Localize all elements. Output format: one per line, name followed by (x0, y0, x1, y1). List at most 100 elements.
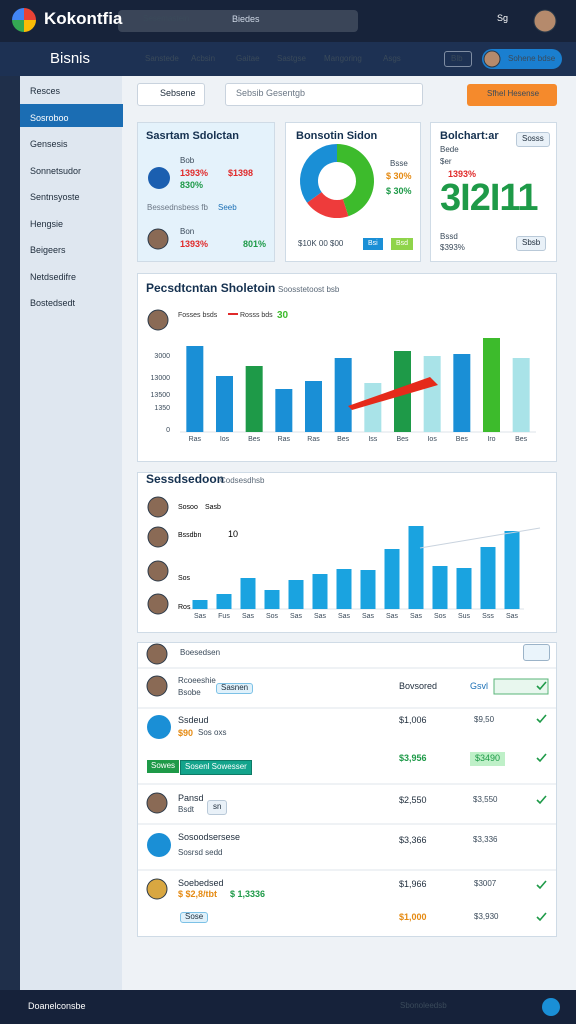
card-text[interactable]: Sbsb (516, 236, 547, 251)
card-text: Sasrtam Sdolctan (146, 130, 239, 142)
footer (0, 990, 576, 1024)
cell: $1,000 (399, 912, 427, 922)
nav-title: Bisnis (50, 50, 91, 67)
filter-input[interactable] (137, 83, 205, 106)
card-text: $10K 00 $00 (298, 239, 344, 248)
card-text: $ 30% (386, 171, 412, 181)
card-text: Bon (180, 227, 195, 236)
cell: Soebedsed (178, 878, 224, 888)
cell: Bsobe (178, 688, 201, 697)
logo-icon (12, 8, 36, 32)
search-box[interactable] (118, 10, 358, 32)
card-text: Bede (440, 145, 459, 154)
nav-item: Mangoring (324, 54, 362, 63)
cell: Sos oxs (198, 728, 227, 737)
chart-card (137, 472, 557, 633)
cell: $3,550 (473, 795, 498, 804)
cell: Rcoeeshie (178, 676, 216, 685)
card-text: Bolchart:ar (440, 130, 499, 142)
cell[interactable]: Sose (180, 912, 209, 923)
cell: $3,956 (399, 753, 427, 763)
sidebar-item: Bostedsedt (30, 298, 76, 308)
card-text: Bssd (440, 232, 458, 241)
sidebar-item: Gensesis (30, 139, 68, 149)
card-text: 801% (243, 239, 267, 249)
table-header: Boesedsen (180, 648, 221, 657)
cell: Sosoodsersese (178, 832, 241, 842)
app-name: Kokontfia (44, 9, 123, 28)
sidebar-item: Netdsedifre (30, 271, 77, 282)
profile-label: Sohene bdse (508, 54, 556, 63)
cell[interactable]: $3490 (470, 752, 506, 766)
sidebar-item: Beigeers (30, 245, 66, 255)
search-input[interactable] (225, 83, 423, 106)
filter-text: Sebsene (160, 88, 196, 98)
cell: Bovsored (399, 681, 438, 691)
cell: $1,006 (399, 715, 427, 725)
cell[interactable]: sn (207, 800, 228, 815)
cell: Gsvl (470, 681, 488, 691)
card-text: Seeb (218, 203, 237, 212)
nav-button[interactable] (444, 51, 472, 67)
cell: Bsdt (178, 805, 195, 814)
cell: $90 (178, 728, 194, 738)
cell[interactable]: Sosenl Sowesser (180, 760, 252, 775)
card-text: $er (440, 157, 452, 166)
nav-item: Acbsin (191, 54, 216, 63)
action-label: Sfhel Hesense (487, 89, 540, 98)
card-text: Bob (180, 156, 195, 165)
cell: $9,50 (474, 715, 495, 724)
sidebar (20, 76, 122, 990)
card-text[interactable]: Bsi (363, 238, 383, 250)
cell: $3,930 (474, 912, 499, 921)
nav-item: Gaitae (236, 54, 260, 63)
sidebar-item: Sonnetsudor (30, 165, 82, 176)
user-label: Sg (497, 13, 509, 23)
card-text: 1393% (180, 239, 209, 249)
search-placeholder: Sesemastein (143, 14, 190, 23)
cell: $ $2,8/tbt (178, 889, 218, 899)
chart-card (137, 273, 557, 462)
cell: $3,366 (399, 835, 427, 845)
card-text: Bessednsbess fb (147, 203, 208, 212)
card-text: $393% (440, 243, 465, 252)
cell: Pansd (178, 793, 204, 803)
footer-brand: Doanelconsbe (28, 1001, 86, 1011)
search-tag: Biedes (232, 14, 260, 24)
cell: $ 1,3336 (230, 889, 266, 899)
cell: $3007 (474, 879, 497, 888)
sidebar-item: Hengsie (30, 218, 64, 229)
sidebar-strip (0, 76, 20, 990)
sidebar-item: Sentnsyoste (30, 192, 80, 202)
card-text: 830% (180, 180, 204, 190)
profile-button[interactable] (482, 49, 562, 69)
dropdown[interactable] (523, 644, 550, 661)
search-text: Sebsib Gesentgb (236, 88, 306, 98)
nav-item: Sanstede (145, 54, 179, 63)
card-text: Bonsotin Sidon (296, 130, 378, 142)
card-text[interactable]: Sosss (516, 132, 550, 147)
cell: $3,336 (473, 835, 498, 844)
card-text: Bsse (390, 159, 408, 168)
cell[interactable]: Sasnen (216, 683, 254, 694)
cell: $1,966 (399, 879, 427, 889)
footer-status: Sbonoleedsb (400, 1001, 447, 1010)
nav-bar (0, 42, 576, 76)
card-text: $1398 (228, 168, 254, 178)
card-text: 1393% (448, 169, 477, 179)
nav-item: Asgs (383, 54, 401, 63)
card-text: $ 30% (386, 186, 412, 196)
sidebar-item: Sosroboo (30, 112, 69, 123)
card-text[interactable]: Bsd (391, 238, 414, 250)
sidebar-item: Resces (30, 86, 61, 96)
cell: Ssdeud (178, 715, 209, 725)
action-button[interactable] (467, 84, 557, 106)
nav-button-label: Blb (451, 54, 463, 63)
cell: Sosrsd sedd (178, 848, 223, 857)
sidebar-active[interactable] (20, 104, 123, 127)
table-card (137, 642, 557, 937)
cell: $2,550 (399, 795, 427, 805)
cell[interactable]: Sowes (147, 760, 180, 773)
card-text: 3I2I11 (440, 177, 539, 219)
